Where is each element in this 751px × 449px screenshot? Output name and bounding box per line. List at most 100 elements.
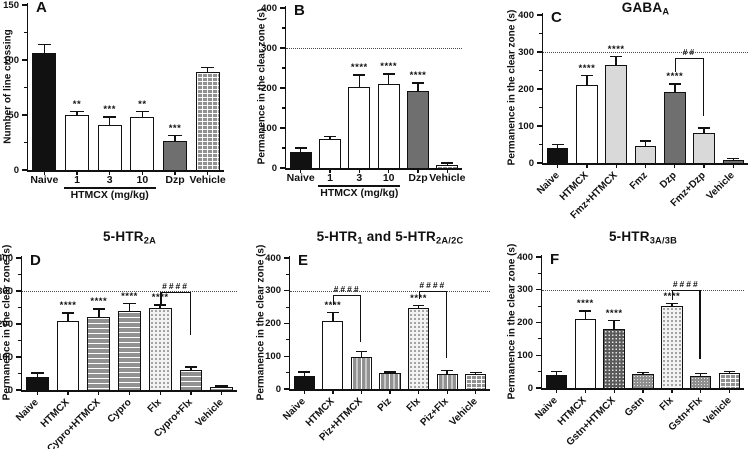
y-tick-label: 300	[265, 285, 281, 297]
y-major-tick	[535, 289, 541, 291]
error-bar	[417, 82, 419, 92]
bracket-right-drop	[699, 289, 701, 360]
error-bar	[586, 74, 588, 86]
y-tick-label: 100	[0, 351, 13, 363]
error-bar	[674, 83, 676, 92]
significance-stars: ****	[135, 293, 185, 303]
panel-f: 5-HTR3A/3B F Permanence in the clear zone …	[500, 225, 751, 449]
panel-title: 5-HTR3A/3B	[542, 229, 744, 246]
panel-title-part: 1	[357, 235, 363, 246]
y-major-tick	[283, 290, 289, 292]
bar-flx	[408, 307, 430, 389]
error-bar	[174, 134, 176, 142]
significance-stars: **	[138, 98, 147, 110]
error-bar	[671, 302, 673, 307]
error-bar-cap	[610, 55, 623, 58]
bracket-right-drop	[189, 291, 191, 335]
y-tick-label: 200	[518, 83, 534, 95]
panel-a: A Number of line crossing 0 50 100 150 Naive **…	[0, 0, 250, 225]
panel-letter: B	[294, 2, 305, 19]
error-bar	[299, 147, 302, 152]
y-major-tick	[21, 169, 27, 171]
y-minor-tick	[538, 32, 542, 35]
y-tick-label: 200	[517, 317, 533, 328]
x-tick	[207, 171, 209, 175]
significance-stars: ****	[607, 43, 625, 55]
panel-title-part: GABA	[621, 0, 663, 15]
y-major-tick	[283, 322, 289, 325]
y-tick-label: 200	[261, 82, 277, 94]
bar-vehicle	[210, 387, 233, 390]
x-label-1: 1	[327, 172, 333, 184]
bar-cypro-htmcx	[87, 317, 111, 390]
bar-3	[97, 124, 122, 170]
y-major-tick	[535, 387, 541, 389]
y-axis-label: Permanence in the clear zone (s)	[255, 244, 267, 400]
y-tick-label: 100	[3, 54, 19, 66]
y-minor-tick	[23, 141, 27, 144]
significance-stars: ****	[350, 62, 368, 73]
bracket-right-drop	[360, 295, 362, 343]
group-label: HTMCX (mg/kg)	[70, 189, 149, 201]
panel-e: 5-HTR1 and 5-HTR2A/2C E Permanence in the …	[250, 225, 500, 449]
y-tick-label: 0	[275, 383, 281, 395]
y-minor-tick	[17, 306, 21, 309]
y-major-tick	[283, 388, 289, 390]
panel-title-part: 5-HTR	[316, 229, 358, 244]
error-bar	[613, 319, 615, 330]
y-minor-tick	[538, 106, 542, 109]
x-tick	[644, 164, 647, 168]
x-tick	[128, 391, 131, 395]
significance-stars: ****	[578, 62, 596, 74]
x-tick	[703, 164, 705, 168]
y-major-tick	[536, 88, 542, 90]
y-tick-label: 100	[518, 120, 534, 132]
error-bar	[159, 304, 161, 309]
bracket-line	[671, 289, 701, 292]
threshold-line	[543, 52, 748, 53]
bar-flx	[148, 308, 172, 390]
x-axis	[540, 388, 744, 390]
error-bar-cap	[723, 370, 736, 373]
bar-3	[348, 86, 371, 168]
error-bar-cap	[31, 372, 44, 374]
significance-stars: ****	[90, 296, 108, 308]
y-axis	[26, 3, 28, 170]
x-tick	[332, 390, 334, 394]
x-label-10: 10	[382, 172, 395, 184]
significance-stars: ****	[576, 298, 594, 310]
error-bar	[703, 127, 705, 133]
y-tick-label: 150	[3, 0, 19, 11]
bracket-left-drop	[671, 289, 674, 300]
y-minor-tick	[17, 273, 21, 276]
significance-stars: ****	[647, 292, 697, 302]
y-minor-tick	[281, 107, 285, 109]
x-tick	[98, 391, 100, 395]
y-tick-label: 400	[0, 252, 13, 264]
significance-stars: ****	[121, 290, 138, 302]
error-bar-cap	[294, 147, 307, 149]
panel-title: 5-HTR1 and 5-HTR2A/2C	[290, 229, 490, 246]
bar-piz-flx	[436, 373, 458, 389]
error-bar-cap	[698, 127, 711, 129]
bar-vehicle	[195, 72, 220, 170]
error-bar-cap	[384, 371, 396, 373]
y-tick-label: 200	[265, 318, 281, 329]
bar-vehicle	[722, 160, 745, 163]
y-minor-tick	[538, 69, 542, 72]
error-bar-cap	[637, 371, 649, 374]
x-label-3: 3	[356, 172, 363, 184]
y-major-tick	[279, 87, 285, 89]
error-bar-cap	[412, 82, 424, 84]
y-major-tick	[15, 290, 21, 292]
bracket-label: ####	[162, 280, 190, 291]
bracket-left-drop	[160, 291, 162, 306]
y-minor-tick	[285, 372, 289, 374]
error-bar-cap	[61, 312, 75, 314]
significance-stars: ****	[380, 61, 398, 73]
y-tick-label: 100	[265, 350, 281, 362]
y-minor-tick	[281, 147, 285, 149]
x-tick	[557, 164, 559, 168]
y-major-tick	[21, 59, 27, 61]
error-bar-cap	[92, 308, 106, 310]
